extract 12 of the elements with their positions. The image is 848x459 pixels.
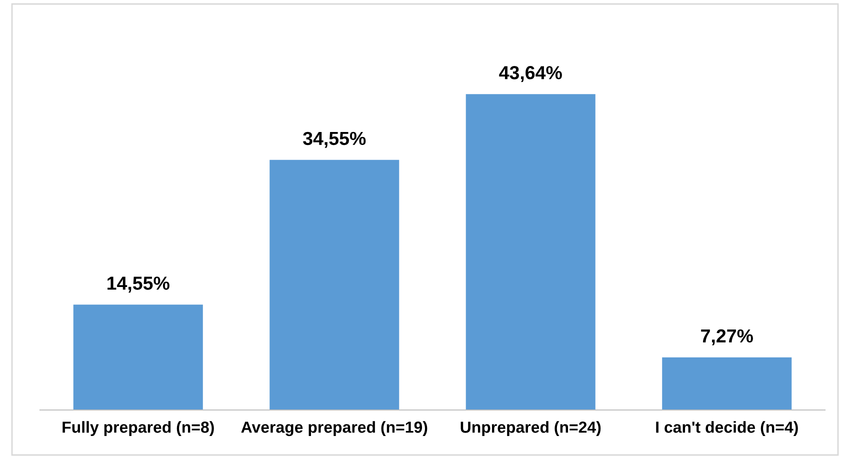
x-tick-label: Average prepared (n=19) (241, 421, 428, 436)
x-tick-label: I can't decide (n=4) (656, 421, 798, 436)
data-label: 14,55% (108, 276, 170, 293)
bar (662, 357, 792, 410)
data-label: 7,27% (701, 329, 753, 346)
x-tick-label: Fully prepared (n=8) (62, 421, 214, 436)
data-label: 34,55% (303, 132, 366, 148)
data-label: 43,64% (499, 66, 562, 82)
bar (270, 160, 400, 410)
x-tick-label: Unprepared (n=24) (460, 421, 601, 436)
bar (466, 94, 596, 410)
bar (73, 304, 203, 410)
